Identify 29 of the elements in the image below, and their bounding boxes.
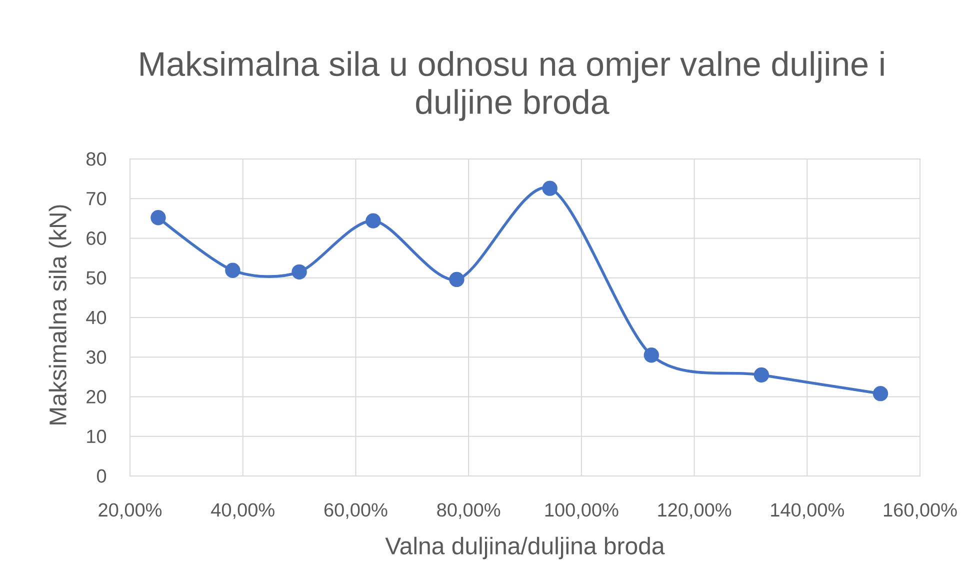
y-tick-label: 0	[96, 469, 106, 483]
point	[225, 262, 240, 278]
y-tick-label: 30	[86, 350, 106, 364]
y-tick-label: 40	[86, 310, 106, 324]
y-tick-label: 50	[86, 271, 106, 285]
y-axis-title: Maksimalna sila (kN)	[48, 205, 72, 424]
x-tick-label: 100,00%	[545, 503, 618, 519]
x-tick-label: 20,00%	[98, 503, 162, 519]
point	[872, 386, 888, 402]
point	[150, 210, 166, 226]
x-tick-label: 60,00%	[324, 503, 388, 519]
point	[366, 213, 381, 228]
x-tick-label: 120,00%	[658, 503, 732, 519]
x-tick-label: 80,00%	[437, 503, 500, 519]
x-tick-label: 160,00%	[884, 503, 957, 519]
point	[292, 264, 307, 280]
y-tick-label: 80	[86, 152, 106, 166]
point	[754, 367, 770, 383]
y-tick-label: 70	[86, 192, 106, 206]
y-tick-label: 10	[87, 430, 106, 444]
x-tick-label: 140,00%	[771, 503, 844, 519]
point	[449, 272, 464, 288]
y-tick-label: 20	[86, 390, 106, 404]
y-tick-label: 60	[86, 232, 106, 245]
point	[542, 180, 558, 196]
chart-title: Maksimalna sila u odnosu na omjer valne duljine i duljine broda	[140, 51, 884, 121]
point	[644, 348, 660, 363]
x-axis-title: Valna duljina/duljina broda	[385, 536, 665, 560]
x-tick-label: 40,00%	[211, 503, 274, 519]
